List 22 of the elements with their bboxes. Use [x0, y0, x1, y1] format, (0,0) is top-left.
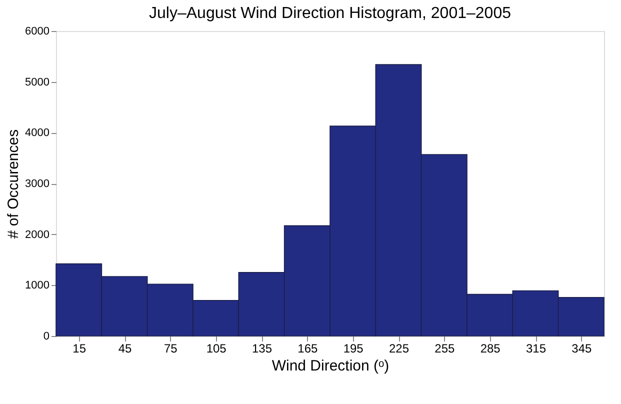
y-tick-label: 5000 [25, 76, 50, 88]
y-tick-label: 4000 [25, 127, 50, 140]
x-tick-label: 75 [164, 342, 178, 356]
x-tick-label: 345 [572, 342, 592, 356]
y-tick-label: 2000 [25, 228, 50, 241]
x-tick-label: 195 [343, 342, 364, 356]
x-tick-label: 315 [526, 342, 546, 356]
x-tick-label: 285 [480, 342, 501, 356]
x-tick-label: 255 [434, 342, 455, 356]
x-tick-label: 135 [252, 342, 272, 356]
x-tick-label: 45 [118, 342, 132, 356]
y-tick-label: 0 [43, 330, 50, 342]
y-axis-title: # of Occurences [5, 129, 22, 239]
x-tick-label: 165 [298, 342, 318, 356]
y-tick-label: 3000 [25, 178, 50, 190]
x-tick-label: 105 [206, 342, 227, 356]
y-tick-label: 6000 [25, 26, 50, 38]
chart-title: July–August Wind Direction Histogram, 2001–2005 [149, 5, 512, 22]
x-tick-label: 15 [72, 342, 86, 356]
x-tick-label: 225 [388, 342, 410, 356]
x-axis-title: Wind Direction (ᵒ) [272, 358, 390, 374]
y-tick-label: 1000 [25, 280, 50, 292]
